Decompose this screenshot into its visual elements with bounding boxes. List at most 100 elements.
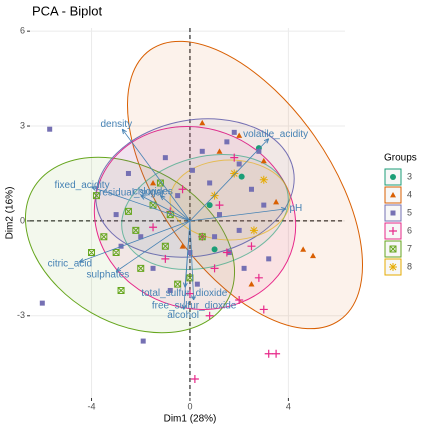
legend-label: 8: [407, 261, 412, 271]
point: [149, 223, 158, 232]
point: [235, 295, 244, 304]
point: [207, 180, 213, 186]
point: [205, 311, 214, 320]
legend-label: 7: [407, 243, 412, 253]
variable-label: free_sulfur_dioxide: [152, 301, 237, 312]
point: [88, 249, 96, 257]
arrow-head: [263, 138, 270, 144]
arrow-head: [91, 186, 97, 191]
point: [216, 212, 222, 218]
arrow-head: [121, 128, 127, 135]
point: [272, 349, 281, 358]
point: [241, 265, 247, 271]
point: [113, 212, 119, 218]
point: [179, 243, 186, 249]
variable-label: fixed_acidity: [55, 180, 110, 191]
point: [178, 185, 187, 194]
arrow-head: [280, 207, 287, 212]
point: [112, 249, 120, 257]
legend: 3 4 5 6 7 8: [384, 168, 412, 276]
point: [264, 349, 273, 358]
point: [187, 250, 193, 256]
point: [39, 300, 45, 306]
legend-marker: [389, 245, 397, 253]
legend-label: 3: [407, 171, 412, 181]
ellipse-8: [169, 159, 291, 241]
point: [256, 148, 262, 154]
point: [230, 169, 239, 178]
plot-background: [30, 28, 345, 398]
variable-arrow: [115, 220, 191, 272]
point: [100, 233, 108, 241]
point: [260, 157, 267, 164]
arrow-head: [115, 267, 122, 272]
ellipse-7: [24, 156, 236, 334]
point: [190, 375, 199, 384]
point: [266, 256, 272, 262]
legend-label: 4: [407, 189, 412, 199]
point: [47, 126, 53, 132]
point: [231, 129, 237, 135]
point: [247, 242, 256, 251]
point: [248, 281, 255, 287]
variable-arrow: [79, 220, 191, 263]
variable-label: alcohol: [167, 310, 199, 321]
point: [259, 175, 268, 184]
x-tick-label: 4: [286, 401, 291, 411]
variable-arrow: [183, 220, 191, 310]
x-tick-label: -4: [88, 401, 96, 411]
legend-marker: [390, 192, 396, 198]
point: [249, 226, 258, 235]
y-tick-label: 3: [20, 120, 25, 130]
variable-label: residual_sugar: [99, 188, 165, 199]
arrow-head: [78, 258, 85, 263]
variable-label: volatile_acidity: [243, 129, 308, 140]
legend-label: 5: [407, 207, 412, 217]
x-tick-label: 0: [187, 401, 192, 411]
variable-label: citric_acid: [48, 259, 92, 270]
point: [199, 148, 205, 154]
point: [230, 153, 239, 162]
point: [175, 193, 181, 199]
variable-label: chlorides: [133, 186, 173, 197]
point: [162, 155, 168, 161]
point: [224, 139, 230, 145]
ellipse-6: [93, 126, 297, 310]
point: [236, 132, 243, 138]
legend-marker: [389, 227, 397, 235]
point: [185, 289, 194, 298]
point: [117, 286, 125, 294]
variable-arrow: [140, 195, 191, 222]
variable-label: pH: [289, 203, 302, 214]
variables: density volatile_acidity fixed_acidityresi…: [48, 119, 309, 321]
point: [211, 246, 218, 253]
point: [140, 338, 146, 344]
legend-title: Groups: [384, 153, 417, 164]
point: [161, 242, 169, 250]
y-tick-label: -3: [17, 310, 25, 320]
legend-marker: [390, 210, 396, 216]
legend-marker: [390, 174, 396, 180]
arrow-head: [140, 195, 146, 200]
point: [300, 246, 307, 252]
point: [167, 287, 173, 293]
point: [156, 179, 164, 187]
arrow-head: [191, 295, 196, 301]
point: [210, 264, 219, 273]
point: [248, 186, 254, 192]
point: [174, 280, 182, 288]
point: [259, 305, 268, 314]
variable-arrow: [189, 138, 269, 222]
y-tick-label: 6: [20, 26, 25, 36]
point: [124, 207, 132, 215]
variable-arrow: [91, 186, 191, 222]
variable-label: sulphates: [86, 270, 129, 281]
point: [199, 119, 206, 126]
variable-label: density: [101, 119, 133, 130]
point: [310, 252, 317, 259]
point: [150, 179, 157, 186]
variable-arrow: [189, 220, 195, 300]
point: [198, 233, 206, 241]
point: [216, 148, 223, 154]
variable-arrow: [121, 128, 191, 222]
